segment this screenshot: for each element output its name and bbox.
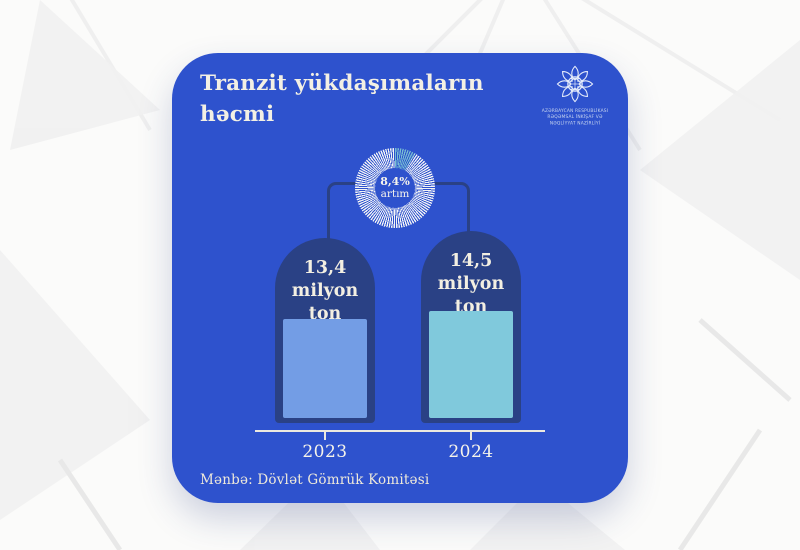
ministry-name-line: RƏQƏMSAL İNKİŞAF VƏ [547, 114, 603, 120]
bar-2023-unit: milyon [291, 281, 359, 302]
ministry-name-line: AZƏRBAYCAN RESPUBLİKASI [541, 108, 609, 114]
connector-right [403, 182, 470, 235]
ministry-logo: AZƏRBAYCAN RESPUBLİKASI RƏQƏMSAL İNKİŞAF… [505, 65, 645, 148]
x-axis-tick-2023 [324, 431, 326, 440]
bar-2024: 14,5 milyon ton [421, 231, 521, 423]
ministry-name: AZƏRBAYCAN RESPUBLİKASI RƏQƏMSAL İNKİŞAF… [506, 108, 644, 126]
x-axis-label-2024: 2024 [448, 442, 494, 462]
x-axis-line [255, 430, 545, 432]
x-axis-tick-2024 [470, 431, 472, 440]
growth-label: artım [380, 188, 410, 201]
page-title: Tranzit yükdaşımaların həcmi [200, 71, 484, 127]
bar-2024-value: 14,5 [449, 251, 493, 271]
bar-2023-value: 13,4 [303, 258, 347, 278]
ministry-emblem-icon [556, 65, 594, 103]
bar-2023: 13,4 milyon ton [275, 238, 375, 423]
growth-percent: 8,4% [380, 175, 410, 189]
x-axis-label-2023: 2023 [302, 442, 348, 462]
infographic-card: Tranzit yükdaşımaların həcmi [172, 53, 628, 503]
bar-2024-value-label: 14,5 milyon ton [421, 231, 521, 319]
ministry-name-line: NƏQLİYYAT NAZİRLİYİ [549, 120, 601, 126]
growth-donut-center: 8,4% artım [375, 168, 415, 208]
bar-2023-value-label: 13,4 milyon ton [275, 238, 375, 326]
bar-fill-2023 [283, 319, 367, 418]
source-note: Mənbə: Dövlət Gömrük Komitəsi [200, 472, 430, 488]
bar-2024-unit: milyon [437, 274, 505, 295]
growth-donut: 8,4% artım [355, 148, 435, 228]
bar-fill-2024 [429, 311, 513, 418]
